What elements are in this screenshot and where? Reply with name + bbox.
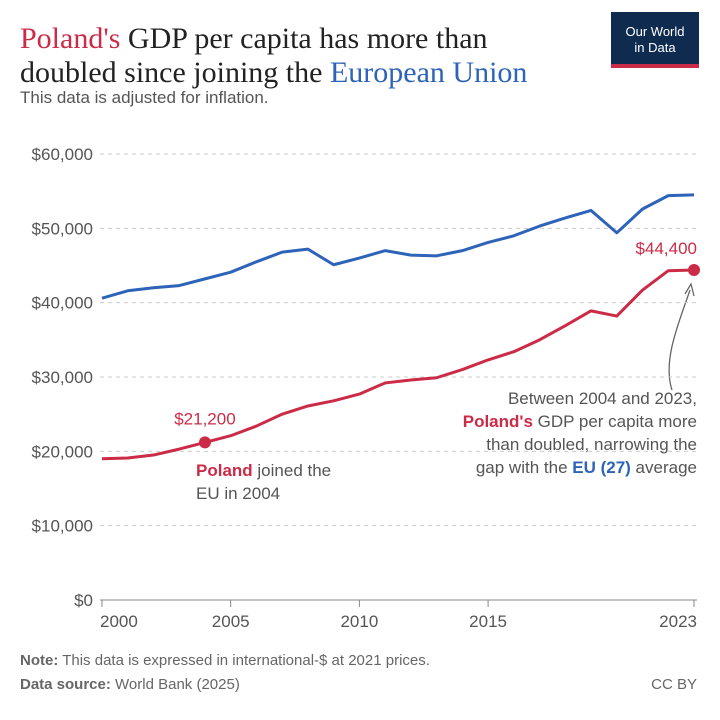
point <box>198 436 211 449</box>
text-segment: average <box>631 458 697 477</box>
logo-bar <box>611 64 699 68</box>
text-segment: joined the <box>253 461 331 480</box>
y-tick-label: $0 <box>74 591 93 610</box>
subtitle: This data is adjusted for inflation. <box>20 88 269 107</box>
text-line: Poland joined the <box>196 461 331 480</box>
value-label: $21,200 <box>174 409 235 428</box>
x-tick-label: 2023 <box>659 612 697 631</box>
y-tick-label: $20,000 <box>32 442 93 461</box>
y-tick-label: $40,000 <box>32 294 93 313</box>
text-segment: EU (27) <box>572 458 631 477</box>
text-segment: EU in 2004 <box>196 484 280 503</box>
text-segment: This data is expressed in international-… <box>58 652 430 669</box>
arrow <box>668 289 691 391</box>
value-label: $44,400 <box>636 239 697 258</box>
text-line: Note: This data is expressed in internat… <box>20 652 430 669</box>
y-tick-label: $30,000 <box>32 368 93 387</box>
arrow-head <box>684 282 695 297</box>
text-segment: Data source: <box>20 676 111 693</box>
text-segment: doubled since joining the <box>20 56 330 89</box>
license: CC BY <box>651 676 697 693</box>
text-segment: Poland's <box>463 412 533 431</box>
text-line: Poland's GDP per capita more <box>463 412 697 431</box>
logo-text: in Data <box>634 40 676 55</box>
text-segment: Poland's <box>20 22 120 55</box>
text-segment: than doubled, narrowing the <box>486 435 697 454</box>
logo-box <box>611 12 699 68</box>
y-tick-label: $50,000 <box>32 219 93 238</box>
text-line: Data source: World Bank (2025) <box>20 676 240 693</box>
text-line: than doubled, narrowing the <box>486 435 697 454</box>
x-tick-label: 2005 <box>212 612 250 631</box>
text-line: doubled since joining the European Union <box>20 56 527 89</box>
y-tick-label: $10,000 <box>32 517 93 536</box>
x-tick-label: 2015 <box>469 612 507 631</box>
text-line: EU in 2004 <box>196 484 280 503</box>
x-tick-label: 2010 <box>340 612 378 631</box>
logo-text: Our World <box>626 24 685 39</box>
text-segment: European Union <box>330 56 527 89</box>
text-line: Poland's GDP per capita has more than <box>20 22 488 55</box>
x-tick-label: 2000 <box>100 612 138 631</box>
series-line <box>101 193 695 300</box>
text-line: gap with the EU (27) average <box>476 458 697 477</box>
y-tick-label: $60,000 <box>32 145 93 164</box>
text-segment: GDP per capita more <box>533 412 697 431</box>
text-segment: Poland <box>196 461 253 480</box>
text-segment: Between 2004 and 2023, <box>508 389 697 408</box>
text-segment: gap with the <box>476 458 572 477</box>
text-segment: Note: <box>20 652 58 669</box>
point <box>688 263 700 276</box>
text-segment: World Bank (2025) <box>111 676 240 693</box>
text-segment: GDP per capita has more than <box>120 22 487 55</box>
text-line: Between 2004 and 2023, <box>508 389 697 408</box>
